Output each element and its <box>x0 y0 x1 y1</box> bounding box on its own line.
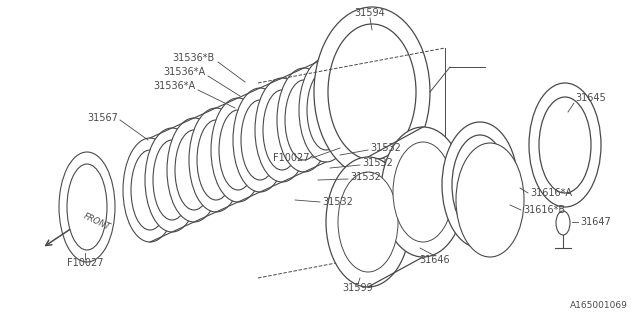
Ellipse shape <box>145 128 199 232</box>
Text: 31567: 31567 <box>87 113 118 123</box>
Text: 31536*B: 31536*B <box>173 53 215 63</box>
Ellipse shape <box>277 68 331 172</box>
Text: 31647: 31647 <box>580 217 611 227</box>
Text: FRONT: FRONT <box>82 212 112 232</box>
Ellipse shape <box>539 97 591 193</box>
Text: A165001069: A165001069 <box>570 301 628 310</box>
Ellipse shape <box>131 150 169 230</box>
Ellipse shape <box>393 142 453 242</box>
Text: 31646: 31646 <box>420 255 451 265</box>
Ellipse shape <box>328 24 416 160</box>
Ellipse shape <box>123 138 177 242</box>
Ellipse shape <box>263 90 301 170</box>
Text: 31645: 31645 <box>575 93 605 103</box>
Ellipse shape <box>314 7 430 177</box>
Ellipse shape <box>255 78 309 182</box>
Text: 31599: 31599 <box>342 283 373 293</box>
Ellipse shape <box>326 157 410 287</box>
Ellipse shape <box>211 98 265 202</box>
Text: 31532: 31532 <box>322 197 353 207</box>
Text: F10027: F10027 <box>273 153 310 163</box>
Text: 31532: 31532 <box>362 158 393 168</box>
Ellipse shape <box>197 120 235 200</box>
Text: 31616*B: 31616*B <box>523 205 565 215</box>
Text: 31532: 31532 <box>350 172 381 182</box>
Ellipse shape <box>175 130 213 210</box>
Ellipse shape <box>442 122 518 248</box>
Ellipse shape <box>153 140 191 220</box>
Ellipse shape <box>452 135 508 235</box>
Ellipse shape <box>529 83 601 207</box>
Text: 31616*A: 31616*A <box>530 188 572 198</box>
Ellipse shape <box>285 80 323 160</box>
Ellipse shape <box>338 172 398 272</box>
Ellipse shape <box>241 100 279 180</box>
Ellipse shape <box>307 70 345 150</box>
Ellipse shape <box>219 110 257 190</box>
Ellipse shape <box>167 118 221 222</box>
Ellipse shape <box>59 152 115 262</box>
Ellipse shape <box>556 211 570 235</box>
Ellipse shape <box>67 164 107 250</box>
Text: 31532: 31532 <box>370 143 401 153</box>
Text: 31536*A: 31536*A <box>163 67 205 77</box>
Text: 31594: 31594 <box>355 8 385 18</box>
Ellipse shape <box>456 143 524 257</box>
Ellipse shape <box>299 58 353 162</box>
Ellipse shape <box>233 88 287 192</box>
Text: 31536*A: 31536*A <box>153 81 195 91</box>
Text: F10027: F10027 <box>67 258 103 268</box>
Ellipse shape <box>381 127 465 257</box>
Ellipse shape <box>189 108 243 212</box>
